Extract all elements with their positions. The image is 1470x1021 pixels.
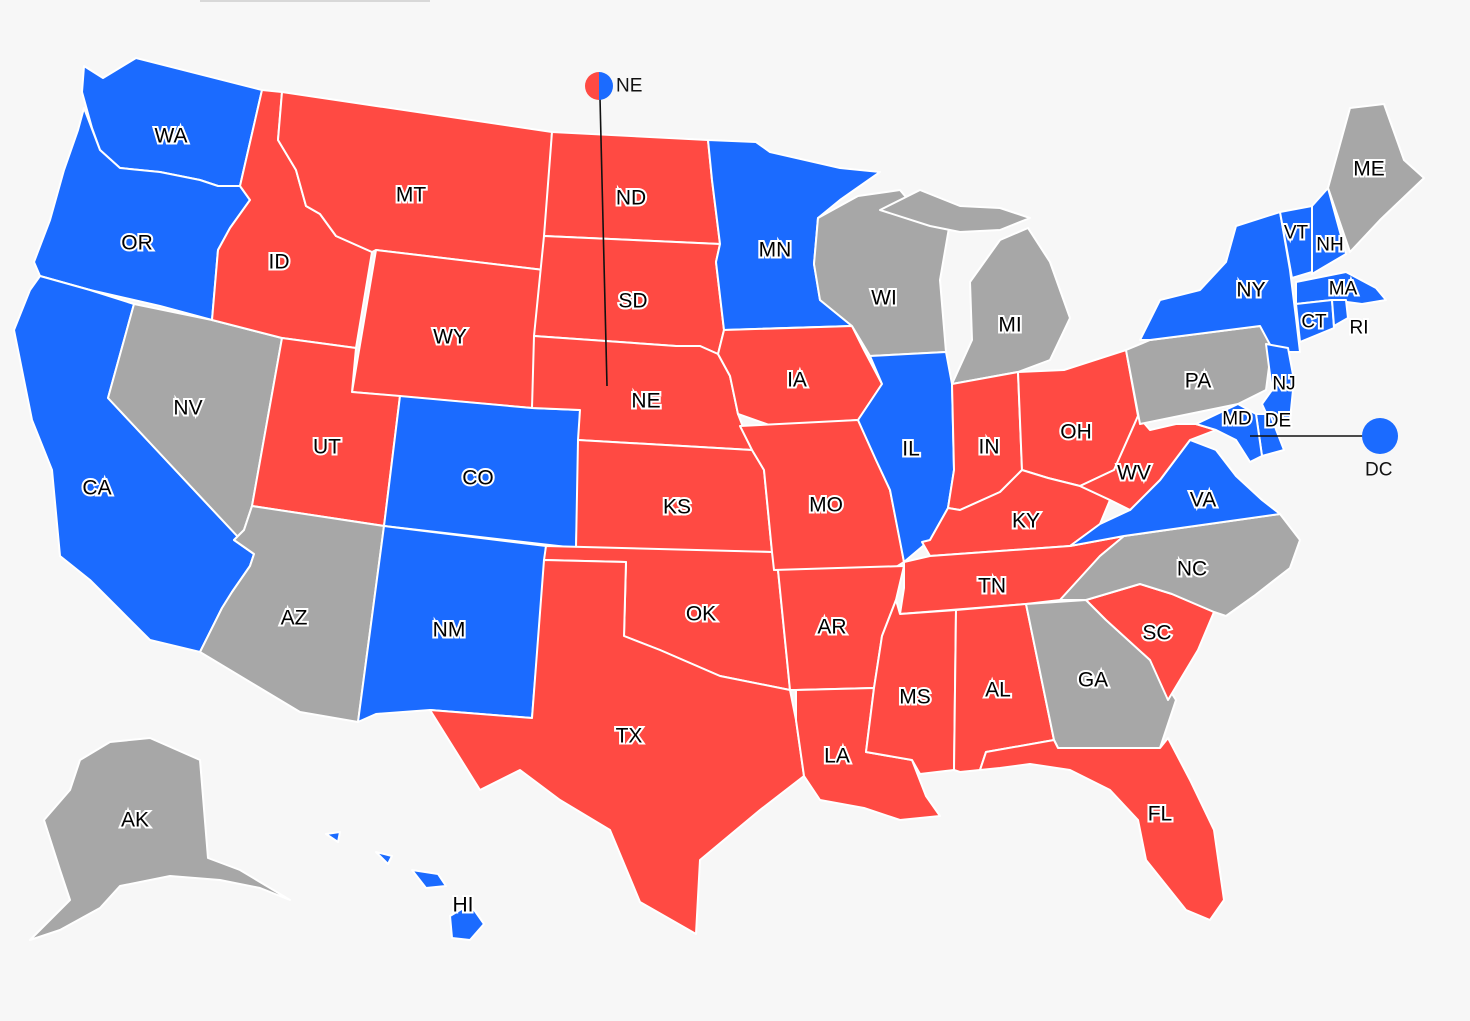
dc-marker[interactable]: [1362, 418, 1398, 454]
label-md: MD: [1222, 409, 1252, 430]
state-ct[interactable]: [1295, 299, 1335, 343]
label-me: ME: [1353, 158, 1385, 181]
state-nj[interactable]: [1261, 343, 1295, 427]
state-wv[interactable]: [1079, 415, 1217, 511]
label-az: AZ: [281, 607, 308, 630]
state-wi[interactable]: [813, 189, 951, 357]
label-nh: NH: [1316, 235, 1343, 256]
label-ct: CT: [1301, 312, 1327, 333]
state-nh[interactable]: [1311, 187, 1347, 275]
label-sd: SD: [618, 290, 647, 313]
label-ut: UT: [313, 436, 341, 459]
label-wa: WA: [154, 125, 187, 148]
state-md[interactable]: [1195, 403, 1263, 463]
state-nc[interactable]: [1059, 513, 1301, 617]
label-ks: KS: [663, 496, 691, 519]
state-mi[interactable]: [951, 227, 1071, 385]
label-ar: AR: [817, 616, 846, 639]
label-ca: CA: [82, 477, 111, 500]
dc-callout-label: DC: [1365, 460, 1392, 481]
label-ok: OK: [686, 603, 716, 626]
state-tx[interactable]: [429, 559, 805, 935]
label-wy: WY: [433, 326, 467, 349]
label-ri: RI: [1350, 318, 1369, 339]
label-nj: NJ: [1272, 374, 1295, 395]
states-layer: [13, 57, 1425, 941]
label-ky: KY: [1012, 510, 1040, 533]
state-ri[interactable]: [1331, 299, 1349, 327]
state-ak[interactable]: [29, 737, 291, 941]
label-mi: MI: [998, 314, 1021, 337]
state-labels: WA OR CA NV ID MT WY UT AZ CO NM ND SD N…: [80, 123, 1386, 919]
label-la: LA: [824, 745, 850, 768]
label-ms: MS: [899, 686, 931, 709]
label-ia: IA: [787, 369, 807, 392]
label-tn: TN: [978, 575, 1006, 598]
label-nm: NM: [433, 619, 466, 642]
label-co: CO: [462, 467, 494, 490]
label-ny: NY: [1236, 279, 1265, 302]
label-de: DE: [1265, 411, 1291, 432]
state-me[interactable]: [1327, 103, 1425, 253]
label-id: ID: [269, 251, 290, 274]
label-al: AL: [985, 679, 1011, 702]
ne-leader-line: [599, 97, 608, 387]
label-pa: PA: [1185, 370, 1211, 393]
state-hi[interactable]: [325, 831, 485, 941]
label-fl: FL: [1148, 803, 1173, 826]
label-in: IN: [979, 436, 1000, 459]
label-ak: AK: [121, 809, 149, 832]
state-il[interactable]: [857, 351, 955, 563]
label-tx: TX: [616, 725, 643, 748]
label-nd: ND: [616, 187, 646, 210]
cropped-header: [200, 0, 430, 2]
ne-split-right-half[interactable]: [599, 72, 613, 100]
label-ma: MA: [1329, 279, 1358, 300]
ne-split-left-half[interactable]: [585, 72, 599, 100]
label-hi: HI: [453, 894, 474, 917]
label-or: OR: [121, 232, 153, 255]
state-ny[interactable]: [1139, 211, 1301, 353]
state-mi-upper[interactable]: [879, 189, 1031, 233]
label-ne: NE: [631, 390, 660, 413]
state-fl[interactable]: [979, 737, 1225, 921]
ne-callout-label: NE: [616, 76, 642, 97]
label-il: IL: [902, 438, 920, 461]
label-oh: OH: [1060, 421, 1092, 444]
callouts-layer: NE DC: [585, 72, 1398, 481]
label-wv: WV: [1117, 462, 1151, 485]
state-va[interactable]: [1069, 439, 1281, 547]
label-wi: WI: [871, 287, 897, 310]
label-ga: GA: [1078, 669, 1108, 692]
label-mn: MN: [759, 239, 792, 262]
label-va: VA: [1190, 489, 1216, 512]
label-nv: NV: [173, 397, 202, 420]
label-nc: NC: [1177, 558, 1207, 581]
label-vt: VT: [1284, 223, 1309, 244]
label-mo: MO: [809, 494, 843, 517]
label-mt: MT: [396, 184, 426, 207]
label-sc: SC: [1142, 622, 1171, 645]
